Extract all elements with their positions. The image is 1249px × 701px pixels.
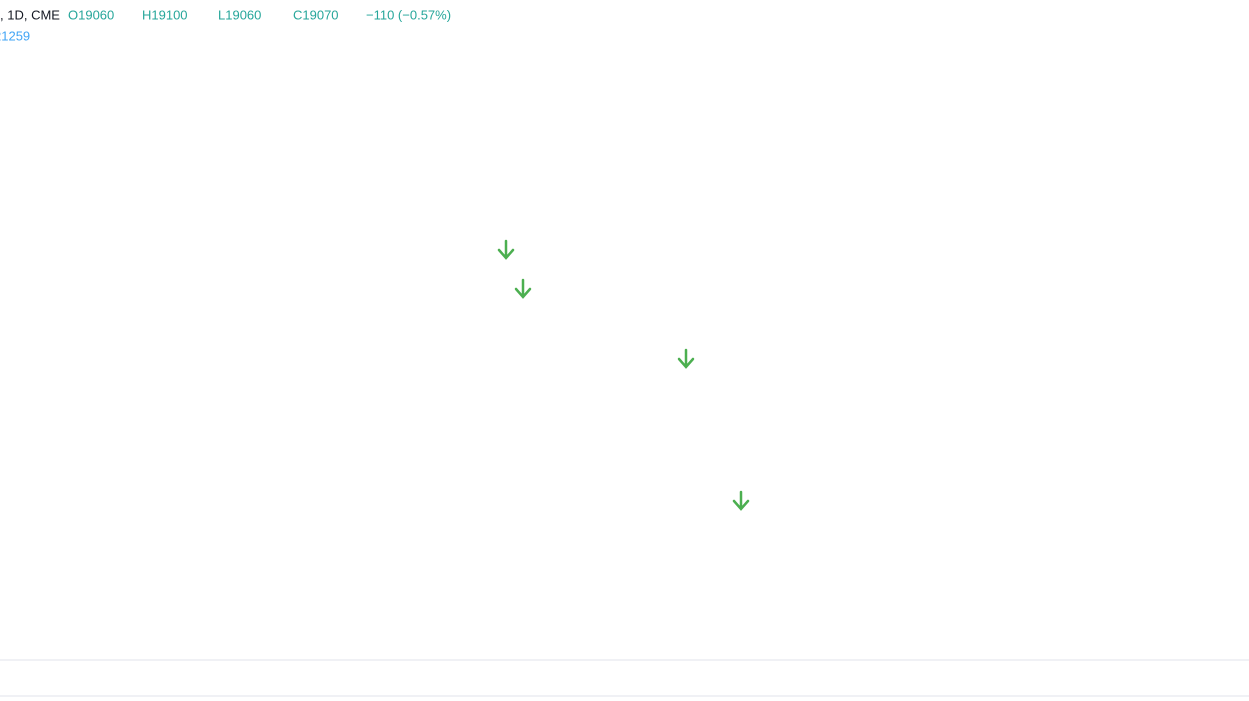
symbol: , 1D, CME (0, 7, 60, 22)
change-value: −110 (−0.57%) (366, 7, 451, 22)
low-value: L19060 (218, 7, 261, 22)
header: , 1D, CME O19060 H19100 L19060 C19070 −1… (0, 7, 451, 43)
high-value: H19100 (142, 7, 188, 22)
arrow (732, 490, 750, 511)
arrows (497, 239, 750, 511)
open-value: O19060 (68, 7, 114, 22)
arrow (677, 348, 695, 369)
arrow (514, 278, 532, 299)
ma-value: 21259 (0, 28, 30, 43)
arrow (497, 239, 515, 260)
close-value: C19070 (293, 7, 339, 22)
